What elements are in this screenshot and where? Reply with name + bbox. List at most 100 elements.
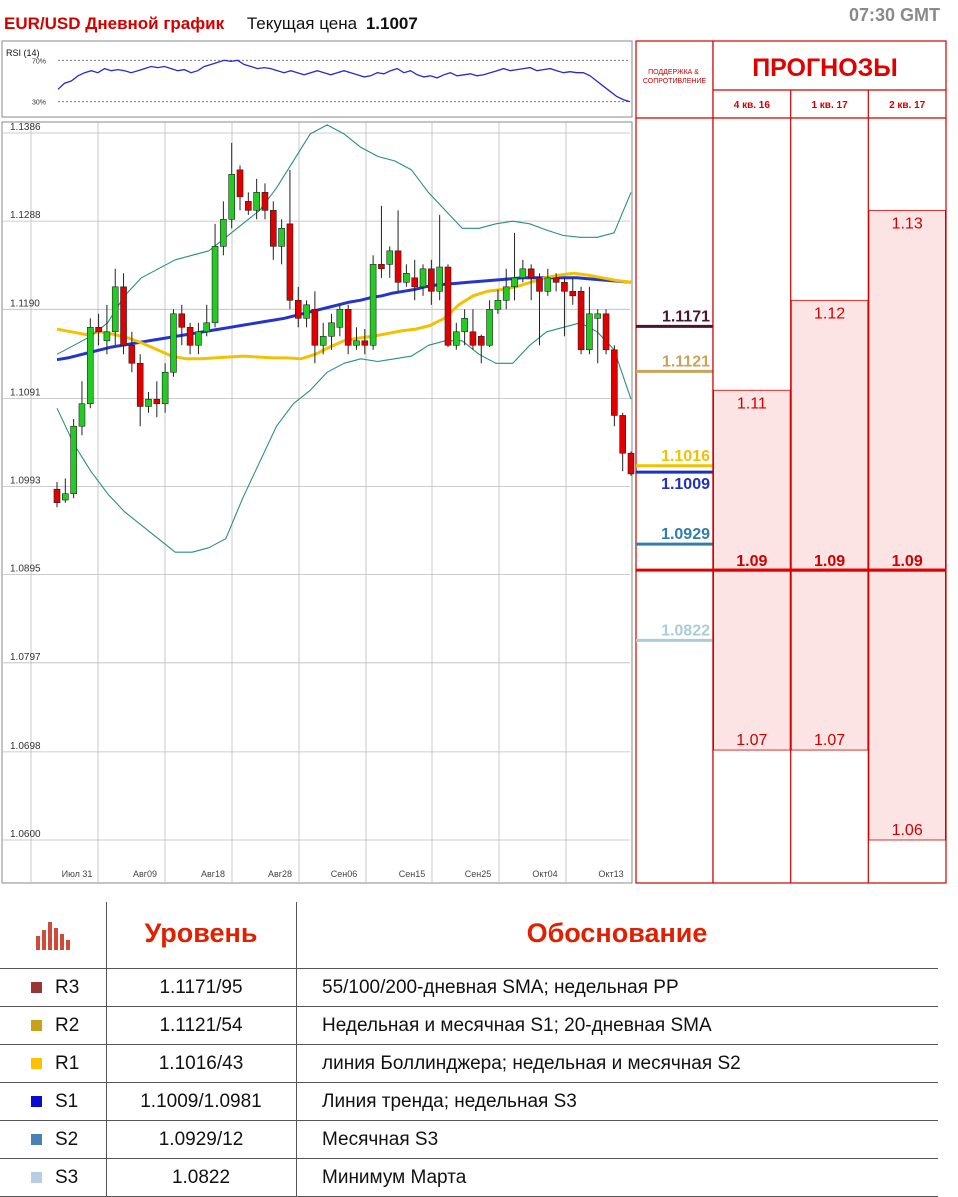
candle <box>494 289 502 314</box>
candle-body-up <box>253 192 260 211</box>
candle <box>303 300 310 328</box>
candle <box>178 304 186 346</box>
pair-title: EUR/USD Дневной график <box>4 14 225 33</box>
candle-body-down <box>53 488 61 503</box>
candle-body-down <box>428 268 435 292</box>
candle <box>95 313 102 346</box>
candle-body-down <box>627 452 635 475</box>
candle <box>619 412 626 472</box>
levels-table: Уровень Обоснование R3 1.1171/95 55/100/20… <box>0 902 938 1197</box>
price-frame <box>1 121 633 884</box>
level-name: R2 <box>55 1015 80 1036</box>
sr-level: 1.1171 <box>636 308 713 328</box>
candle-body-down <box>361 340 369 346</box>
level-reason: линия Боллинджера; недельная и месячная … <box>322 1053 741 1074</box>
y-tick-label: 1.0698 <box>10 741 41 752</box>
series-line <box>56 322 632 553</box>
candle-body-down <box>469 331 477 346</box>
rsi-panel: RSI (14) 70% 30% <box>1 40 633 118</box>
candle <box>186 322 194 355</box>
candle-body-up <box>170 313 177 373</box>
forecast-column-label: 4 кв. 16 <box>734 100 771 111</box>
forecast-low: 1.06 <box>892 822 923 839</box>
candle-body-up <box>103 331 111 342</box>
candle <box>527 264 535 301</box>
candle-body-up <box>436 266 443 292</box>
candle-body-up <box>502 286 510 301</box>
rsi-level-label: 70% <box>32 58 46 65</box>
candle-body-up <box>494 300 502 310</box>
sr-level: 1.1121 <box>636 353 713 373</box>
level-color-swatch <box>31 1020 42 1031</box>
candle-body-up <box>211 246 219 324</box>
candle-body-up <box>486 309 493 346</box>
candle <box>486 300 493 348</box>
level-color-swatch <box>31 1058 42 1069</box>
candle-body-down <box>561 282 568 292</box>
candle <box>195 322 202 355</box>
level-color-swatch <box>31 1096 42 1107</box>
candle <box>261 183 269 220</box>
level-value: 1.1009/1.0981 <box>140 1091 262 1112</box>
candle-body-down <box>245 201 252 211</box>
series-line <box>56 124 632 355</box>
candle <box>103 304 111 355</box>
candle <box>436 214 443 301</box>
level-value: 1.1121/54 <box>159 1015 243 1036</box>
candle-body-up <box>161 371 169 405</box>
sr-level: 1.1009 <box>636 470 713 493</box>
candle <box>502 268 510 310</box>
candle-body-down <box>294 300 302 319</box>
candle-body-down <box>577 291 585 351</box>
y-tick-label: 1.0600 <box>10 829 41 840</box>
candle <box>627 451 635 476</box>
sr-level: 1.1016 <box>636 448 713 468</box>
forecast-high: 1.13 <box>892 215 923 232</box>
bar-chart-icon <box>36 922 70 950</box>
candle-body-up <box>369 264 377 346</box>
candle-body-up <box>319 335 327 346</box>
candle-body-down <box>236 169 244 198</box>
candle <box>344 304 352 355</box>
candle <box>386 246 394 278</box>
candle-body-up <box>78 403 86 427</box>
candle <box>594 309 602 364</box>
candle <box>519 259 527 283</box>
level-name: R1 <box>55 1053 80 1074</box>
level-color-swatch <box>31 1172 42 1183</box>
candle <box>477 334 485 364</box>
candle <box>311 291 319 364</box>
y-tick-label: 1.1091 <box>10 387 41 398</box>
candle <box>561 277 568 337</box>
candle-body-down <box>411 277 419 288</box>
sr-level-label: 1.0822 <box>661 622 710 639</box>
rsi-frame <box>1 40 633 118</box>
level-value: 1.0929/12 <box>158 1129 244 1150</box>
candle <box>294 286 302 328</box>
candle-body-up <box>195 331 202 346</box>
candle <box>369 255 377 350</box>
candle-body-down <box>286 223 294 301</box>
candle <box>170 309 177 377</box>
candle <box>461 309 468 346</box>
table-row: R2 1.1121/54 Недельная и месячная S1; 20-д… <box>0 1007 938 1045</box>
forecast-high: 1.11 <box>737 395 767 412</box>
forecast-column: 2 кв. 17 1.13 1.09 1.06 <box>867 90 946 883</box>
candle-body-up <box>544 277 552 292</box>
candle <box>378 205 385 278</box>
candle <box>286 169 294 310</box>
sr-level: 1.0822 <box>636 622 713 642</box>
x-tick-label: Окт04 <box>532 869 557 879</box>
candle <box>161 363 169 413</box>
table-row: S2 1.0929/12 Месячная S3 <box>0 1121 938 1159</box>
level-reason: Недельная и месячная S1; 20-дневная SMA <box>322 1015 712 1036</box>
candle <box>278 219 285 265</box>
y-tick-label: 1.0993 <box>10 476 41 487</box>
candle-body-down <box>611 349 618 416</box>
candle <box>53 482 61 508</box>
level-name: S3 <box>55 1167 79 1188</box>
rsi-level-label: 30% <box>32 100 46 107</box>
forecast-range <box>790 299 869 751</box>
candle-body-down <box>602 313 610 351</box>
candle <box>136 354 144 427</box>
